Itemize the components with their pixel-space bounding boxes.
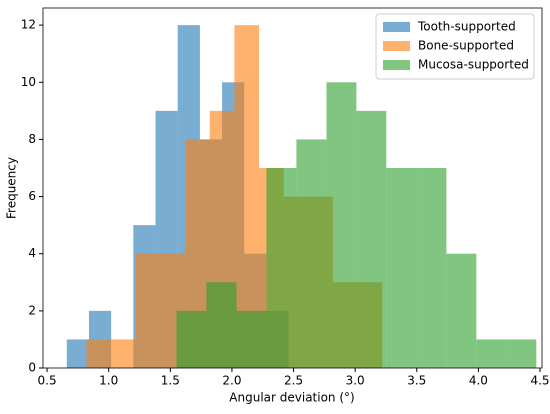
y-axis-label: Frequency bbox=[5, 157, 19, 219]
plot-frame bbox=[42, 7, 543, 369]
x-tick-label: 3.0 bbox=[346, 374, 365, 388]
bar bbox=[176, 310, 207, 368]
legend-frame bbox=[375, 13, 535, 80]
bar bbox=[236, 310, 267, 368]
x-tick-label: 1.5 bbox=[161, 374, 180, 388]
y-tick-label: 0 bbox=[28, 361, 36, 375]
legend-swatch bbox=[383, 41, 410, 51]
x-tick-label: 1.0 bbox=[99, 374, 118, 388]
legend-swatch bbox=[383, 22, 410, 32]
bar bbox=[66, 339, 89, 368]
y-tick-label: 6 bbox=[28, 189, 36, 203]
x-tick-label: 2.5 bbox=[284, 374, 303, 388]
bar bbox=[386, 168, 417, 368]
bar bbox=[326, 82, 357, 369]
bar bbox=[135, 253, 161, 368]
y-tick-label: 2 bbox=[28, 303, 36, 317]
x-axis-label: Angular deviation (°) bbox=[229, 391, 354, 405]
x-tick-label: 3.5 bbox=[407, 374, 426, 388]
bar bbox=[416, 168, 447, 368]
legend-swatch bbox=[383, 60, 410, 70]
bar bbox=[206, 282, 237, 368]
y-tick-label: 12 bbox=[21, 18, 36, 32]
x-tick-label: 0.5 bbox=[38, 374, 57, 388]
bar bbox=[506, 339, 537, 368]
x-tick-label: 2.0 bbox=[222, 374, 241, 388]
bar bbox=[446, 253, 477, 368]
legend-label: Mucosa-supported bbox=[418, 58, 529, 72]
bar bbox=[266, 168, 297, 368]
legend-label: Bone-supported bbox=[418, 39, 514, 53]
x-tick-label: 4.0 bbox=[469, 374, 488, 388]
y-tick-label: 4 bbox=[28, 246, 36, 260]
bar bbox=[86, 339, 112, 368]
bar bbox=[356, 110, 387, 368]
bar bbox=[296, 139, 327, 368]
y-tick-label: 8 bbox=[28, 132, 36, 146]
bar bbox=[476, 339, 507, 368]
x-tick-label: 4.5 bbox=[530, 374, 549, 388]
bar bbox=[111, 339, 136, 368]
y-tick-label: 10 bbox=[21, 75, 36, 89]
legend-label: Tooth-supported bbox=[417, 20, 516, 34]
